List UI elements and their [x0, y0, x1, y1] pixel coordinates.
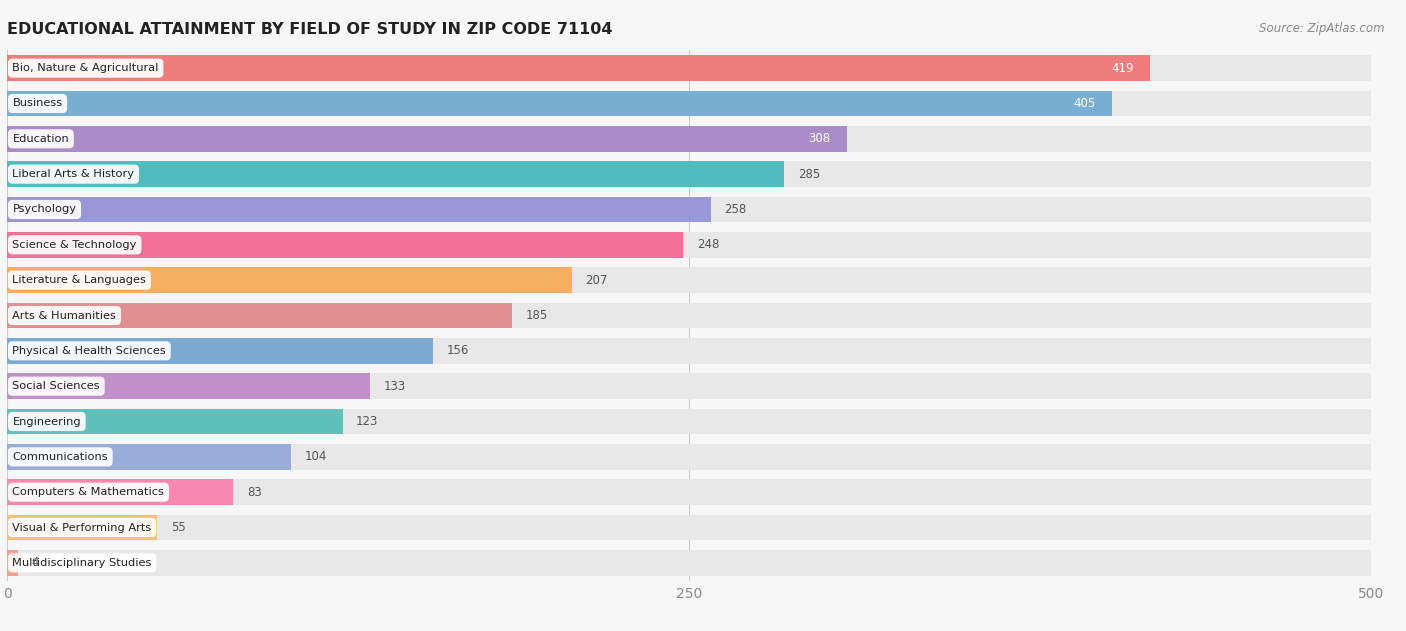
Bar — [7, 480, 1371, 505]
Bar — [7, 232, 1371, 257]
Bar — [7, 303, 1371, 328]
Text: Source: ZipAtlas.com: Source: ZipAtlas.com — [1260, 22, 1385, 35]
Text: Literature & Languages: Literature & Languages — [13, 275, 146, 285]
Bar — [7, 162, 1371, 187]
Bar — [7, 303, 512, 328]
Bar — [7, 374, 1371, 399]
Bar — [7, 197, 711, 222]
Text: 4: 4 — [31, 557, 39, 569]
Text: 104: 104 — [304, 451, 326, 463]
Bar — [7, 550, 18, 575]
Text: Social Sciences: Social Sciences — [13, 381, 100, 391]
Text: 419: 419 — [1111, 62, 1133, 74]
Text: 308: 308 — [808, 133, 831, 145]
Bar — [7, 126, 848, 151]
Text: 156: 156 — [446, 345, 468, 357]
Bar — [7, 550, 1371, 575]
Text: Psychology: Psychology — [13, 204, 76, 215]
Bar — [7, 232, 683, 257]
Text: 405: 405 — [1073, 97, 1095, 110]
Bar — [7, 162, 785, 187]
Text: Engineering: Engineering — [13, 416, 82, 427]
Bar — [7, 515, 157, 540]
Bar — [7, 91, 1112, 116]
Bar — [7, 268, 1371, 293]
Text: EDUCATIONAL ATTAINMENT BY FIELD OF STUDY IN ZIP CODE 71104: EDUCATIONAL ATTAINMENT BY FIELD OF STUDY… — [7, 22, 613, 37]
Bar — [7, 409, 343, 434]
Text: Computers & Mathematics: Computers & Mathematics — [13, 487, 165, 497]
Bar — [7, 444, 1371, 469]
Text: Multidisciplinary Studies: Multidisciplinary Studies — [13, 558, 152, 568]
Bar — [7, 268, 572, 293]
Text: 185: 185 — [526, 309, 547, 322]
Text: Visual & Performing Arts: Visual & Performing Arts — [13, 522, 152, 533]
Bar — [7, 56, 1371, 81]
Text: Arts & Humanities: Arts & Humanities — [13, 310, 117, 321]
Text: 133: 133 — [384, 380, 406, 392]
Text: 285: 285 — [799, 168, 820, 180]
Text: 258: 258 — [724, 203, 747, 216]
Text: Education: Education — [13, 134, 69, 144]
Text: Liberal Arts & History: Liberal Arts & History — [13, 169, 135, 179]
Bar — [7, 515, 1371, 540]
Bar — [7, 374, 370, 399]
Bar — [7, 56, 1150, 81]
Text: Physical & Health Sciences: Physical & Health Sciences — [13, 346, 166, 356]
Bar — [7, 338, 1371, 363]
Bar — [7, 91, 1371, 116]
Text: 248: 248 — [697, 239, 720, 251]
Bar — [7, 480, 233, 505]
Bar — [7, 409, 1371, 434]
Text: 55: 55 — [170, 521, 186, 534]
Bar — [7, 197, 1371, 222]
Bar — [7, 338, 433, 363]
Bar — [7, 444, 291, 469]
Text: 123: 123 — [356, 415, 378, 428]
Text: Business: Business — [13, 98, 63, 109]
Text: Science & Technology: Science & Technology — [13, 240, 136, 250]
Text: 207: 207 — [585, 274, 607, 286]
Text: Communications: Communications — [13, 452, 108, 462]
Text: 83: 83 — [247, 486, 262, 498]
Text: Bio, Nature & Agricultural: Bio, Nature & Agricultural — [13, 63, 159, 73]
Bar — [7, 126, 1371, 151]
